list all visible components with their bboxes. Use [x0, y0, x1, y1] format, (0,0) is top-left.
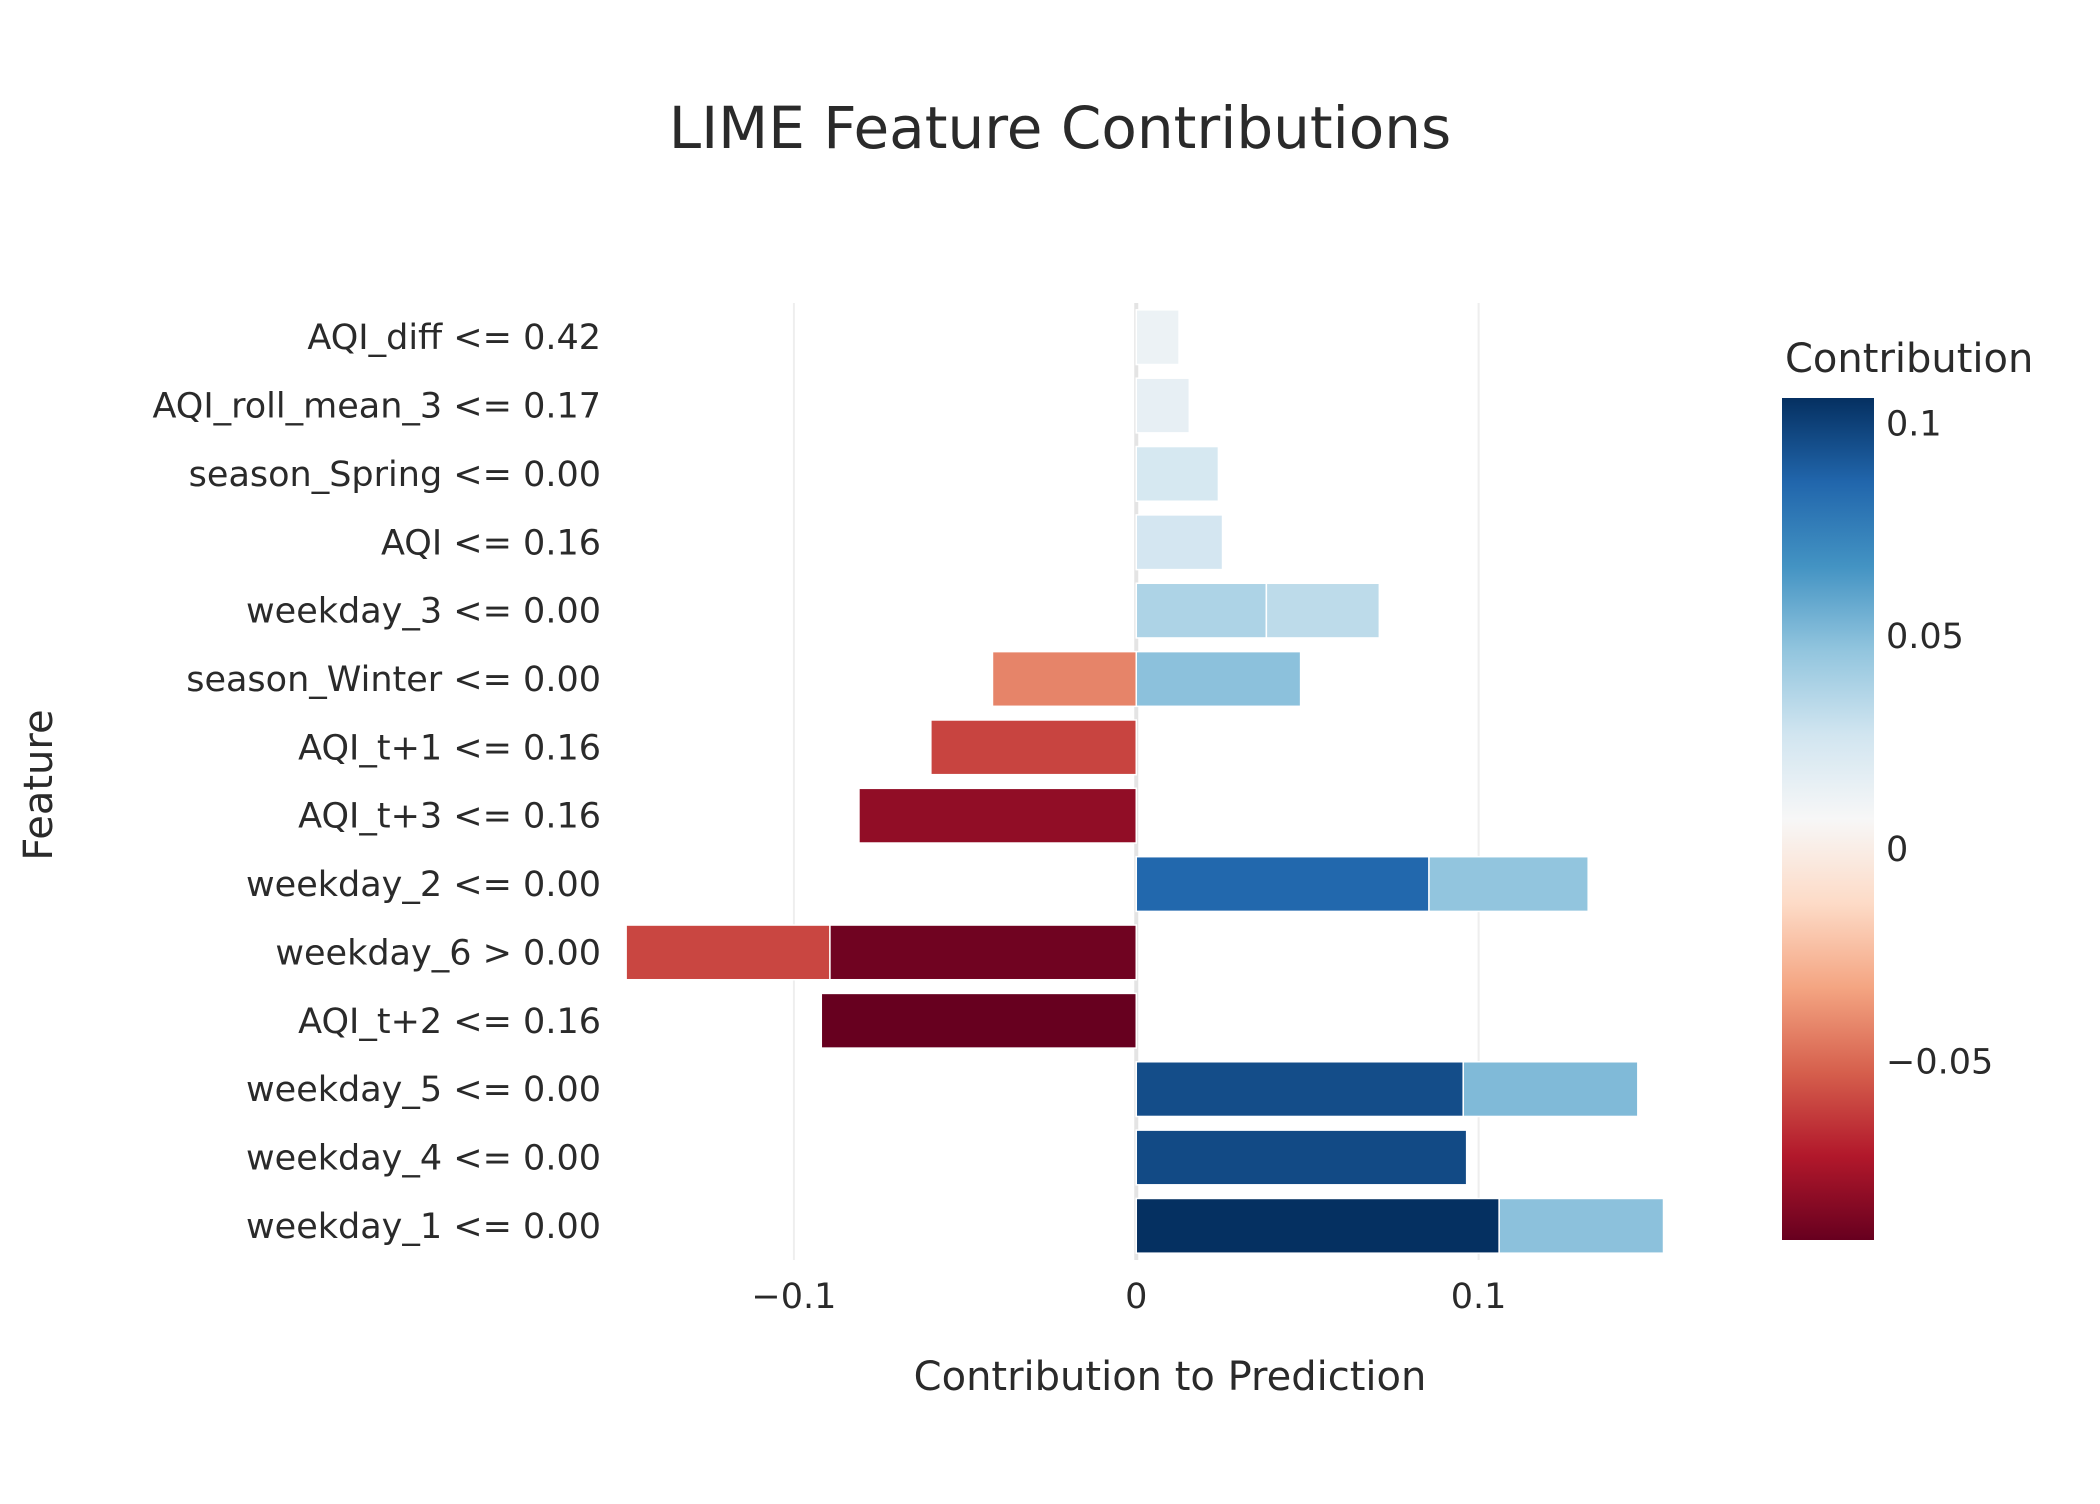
bar-2 [1135, 650, 1302, 708]
x-tick-label: 0.1 [1451, 1277, 1507, 1317]
bar-1 [1135, 309, 1180, 366]
bar-layer [625, 309, 1665, 1254]
y-axis-label: Feature [16, 709, 62, 860]
x-tick-label: 0 [1125, 1277, 1147, 1317]
y-tick-label: weekday_4 <= 0.00 [246, 1138, 601, 1178]
bar-1 [1135, 1061, 1464, 1118]
bar-1 [1135, 377, 1191, 434]
bar-1 [1135, 582, 1268, 639]
colorbar: Contribution 0.1 0.05 0 −0.05 [1782, 336, 2033, 1240]
chart-title: LIME Feature Contributions [669, 94, 1452, 162]
colorbar-tick-label: 0 [1886, 830, 1908, 870]
bar-1 [1135, 445, 1220, 502]
bar-1 [1135, 1129, 1468, 1186]
bar-1 [930, 719, 1138, 776]
bar-1 [858, 787, 1138, 844]
y-tick-label: AQI_t+1 <= 0.16 [298, 728, 601, 768]
y-tick-label: weekday_5 <= 0.00 [246, 1070, 601, 1110]
y-tick-label: season_Winter <= 0.00 [186, 660, 601, 700]
y-tick-label: weekday_1 <= 0.00 [246, 1207, 601, 1247]
bar-2 [1498, 1197, 1665, 1254]
bar-1 [1135, 1197, 1500, 1254]
colorbar-title: Contribution [1785, 336, 2033, 382]
y-tick-label: AQI_roll_mean_3 <= 0.17 [152, 387, 601, 427]
y-tick-label: AQI_t+2 <= 0.16 [298, 1002, 601, 1042]
y-tick-label: weekday_6 > 0.00 [275, 933, 601, 973]
y-tick-labels: AQI_diff <= 0.42 AQI_roll_mean_3 <= 0.17 s… [152, 318, 601, 1247]
y-tick-label: weekday_3 <= 0.00 [246, 592, 601, 632]
bar-1 [991, 650, 1138, 708]
x-tick-label: −0.1 [751, 1277, 836, 1317]
y-tick-label: AQI_diff <= 0.42 [307, 318, 601, 358]
x-axis-label: Contribution to Prediction [914, 1354, 1427, 1400]
x-tick-labels: −0.1 0 0.1 [751, 1277, 1506, 1317]
y-tick-label: season_Spring <= 0.00 [189, 455, 601, 495]
bar-2 [1462, 1061, 1639, 1118]
y-tick-label: weekday_2 <= 0.00 [246, 865, 601, 905]
colorbar-tick-label: 0.05 [1886, 617, 1964, 657]
bar-1 [820, 992, 1138, 1049]
bar-1 [1135, 855, 1430, 913]
bar-2 [1428, 855, 1589, 913]
y-tick-label: AQI_t+3 <= 0.16 [298, 797, 601, 837]
colorbar-tick-label: 0.1 [1886, 405, 1942, 445]
y-tick-label: AQI <= 0.16 [381, 523, 601, 563]
bar-2 [625, 924, 831, 981]
colorbar-gradient [1782, 398, 1874, 1240]
bar-2 [1265, 582, 1381, 639]
colorbar-tick-label: −0.05 [1886, 1042, 1993, 1082]
bar-1 [829, 924, 1138, 981]
bar-1 [1135, 514, 1224, 571]
colorbar-tick-labels: 0.1 0.05 0 −0.05 [1886, 405, 1993, 1083]
